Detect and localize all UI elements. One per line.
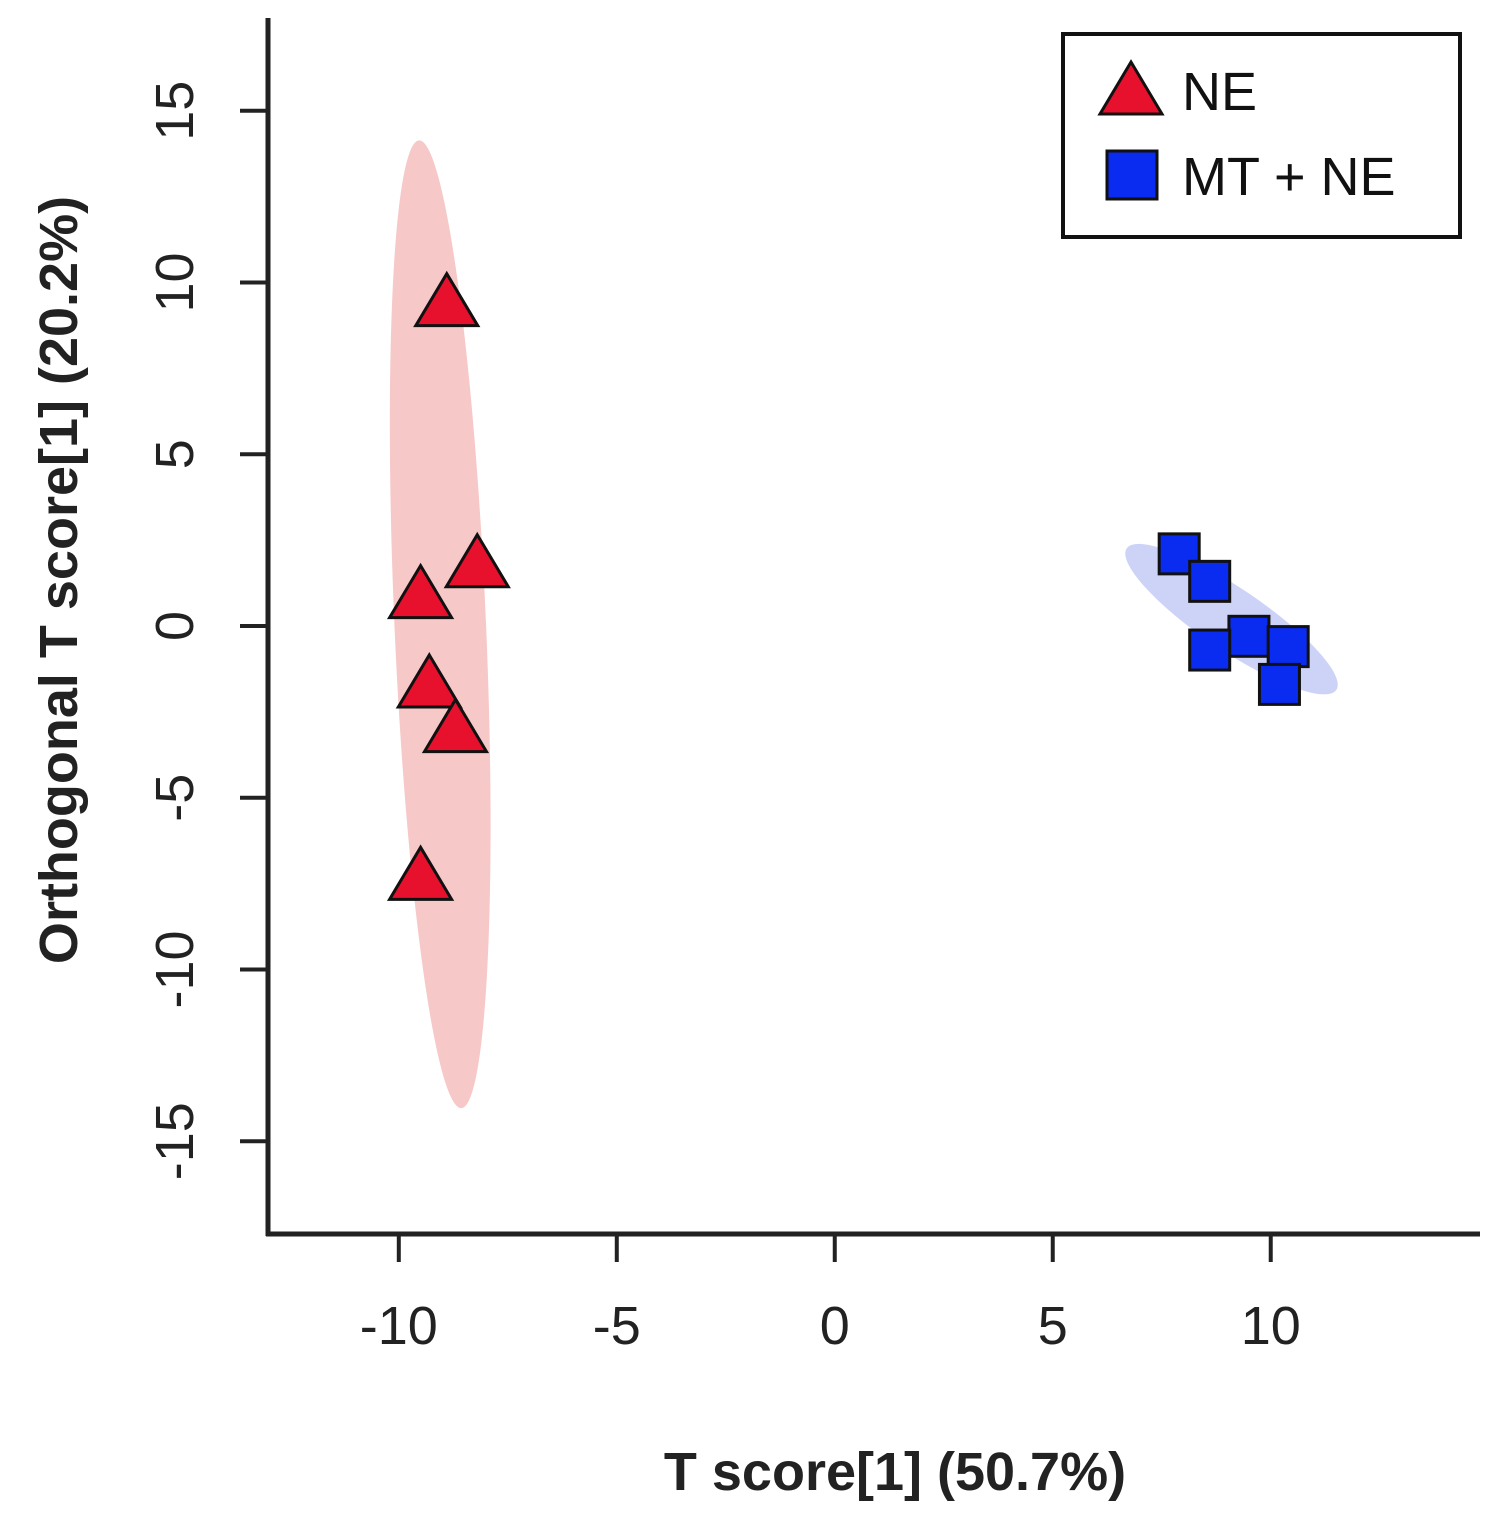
y-tick-label: -15: [145, 1102, 205, 1180]
y-tick-label: -10: [145, 930, 205, 1008]
point-ne-5: [386, 844, 455, 901]
x-axis-ticks: -10 -5 0 5 10: [360, 1234, 1301, 1356]
point-mt-ne-4: [1188, 628, 1232, 672]
y-axis-ticks: -15 -10 -5 0 5 10 15: [145, 81, 268, 1180]
data-points: [386, 270, 1310, 901]
point-mt-ne-2: [1227, 614, 1271, 658]
y-axis-title: Orthogonal T score[1] (20.2%): [29, 196, 89, 964]
confidence-ellipses: [389, 140, 1338, 1109]
y-tick-label: 10: [145, 252, 205, 312]
x-tick-label: -5: [593, 1296, 641, 1356]
y-tick-label: 5: [145, 439, 205, 469]
y-tick-label: 0: [145, 611, 205, 641]
legend-square-icon: [1105, 149, 1159, 201]
legend: NE MT + NE: [1061, 32, 1462, 239]
legend-label-mt-ne: MT + NE: [1182, 147, 1396, 207]
point-ne-0: [413, 270, 481, 328]
point-ne-4: [421, 696, 490, 754]
x-tick-label: 5: [1038, 1296, 1068, 1356]
point-mt-ne-5: [1257, 662, 1301, 706]
legend-triangle-icon: [1097, 59, 1165, 116]
point-ne-1: [443, 531, 511, 589]
x-tick-label: -10: [360, 1296, 438, 1356]
point-mt-ne-1: [1188, 559, 1232, 603]
legend-label-ne: NE: [1182, 62, 1257, 122]
point-ne-2: [386, 562, 455, 620]
point-ne-3: [395, 652, 463, 709]
y-tick-label: 15: [145, 81, 205, 141]
x-tick-label: 10: [1241, 1296, 1301, 1356]
x-axis-title: T score[1] (50.7%): [664, 1442, 1126, 1502]
point-mt-ne-3: [1266, 625, 1310, 669]
x-tick-label: 0: [820, 1296, 850, 1356]
y-tick-label: -5: [145, 774, 205, 822]
